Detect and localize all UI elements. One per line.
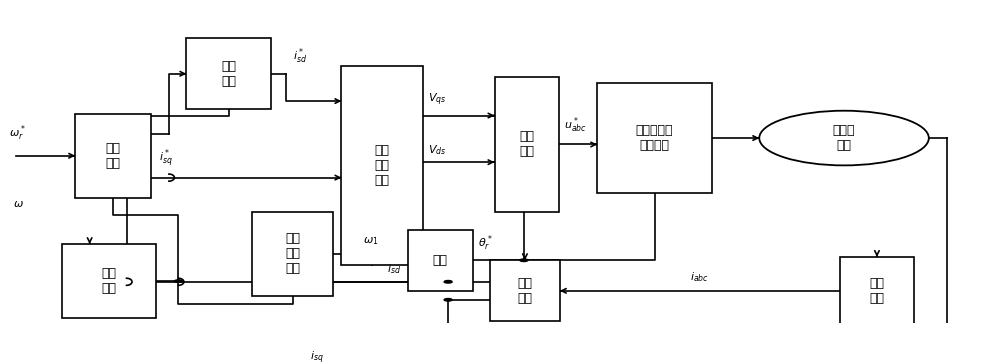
Text: $V_{qs}$: $V_{qs}$ — [428, 92, 447, 108]
FancyBboxPatch shape — [490, 260, 560, 321]
Text: 指令
电压
计算: 指令 电压 计算 — [375, 144, 390, 187]
Text: $i_{abc}$: $i_{abc}$ — [690, 270, 709, 284]
Text: $\omega$: $\omega$ — [13, 199, 24, 209]
Text: 坐标
变换: 坐标 变换 — [519, 130, 534, 158]
Circle shape — [520, 259, 528, 261]
FancyBboxPatch shape — [408, 230, 473, 291]
Text: $i_{sd}^*$: $i_{sd}^*$ — [293, 46, 307, 66]
Text: 脉宽调制及
功率逆变: 脉宽调制及 功率逆变 — [636, 124, 673, 152]
FancyBboxPatch shape — [597, 83, 712, 193]
Circle shape — [444, 298, 452, 301]
FancyBboxPatch shape — [186, 38, 271, 109]
Text: 转速
估算: 转速 估算 — [102, 267, 117, 295]
Text: 磁链
控制: 磁链 控制 — [221, 60, 236, 88]
Text: 积分: 积分 — [433, 254, 448, 267]
FancyBboxPatch shape — [62, 244, 156, 318]
Circle shape — [444, 281, 452, 283]
Text: $V_{ds}$: $V_{ds}$ — [428, 143, 447, 157]
Text: 同步
速度
计算: 同步 速度 计算 — [285, 232, 300, 275]
Text: $u_{abc}^*$: $u_{abc}^*$ — [564, 115, 587, 135]
FancyBboxPatch shape — [840, 257, 914, 325]
Text: $i_{sq}$: $i_{sq}$ — [310, 350, 324, 364]
Circle shape — [759, 111, 929, 165]
Text: 速度
控制: 速度 控制 — [106, 142, 121, 170]
Text: 电流
检测: 电流 检测 — [869, 277, 884, 305]
Text: $\omega_1$: $\omega_1$ — [363, 235, 378, 247]
Text: $\omega_r^*$: $\omega_r^*$ — [9, 123, 26, 143]
Text: 坐标
变换: 坐标 变换 — [517, 277, 532, 305]
Text: $i_{sd}$: $i_{sd}$ — [387, 262, 401, 276]
FancyBboxPatch shape — [252, 212, 333, 296]
Text: $\theta_r^*$: $\theta_r^*$ — [478, 234, 492, 253]
Text: 电机及
负载: 电机及 负载 — [833, 124, 855, 152]
FancyBboxPatch shape — [495, 77, 559, 212]
Text: $i_{sq}^*$: $i_{sq}^*$ — [159, 147, 173, 170]
FancyBboxPatch shape — [75, 114, 151, 198]
Circle shape — [174, 280, 182, 282]
FancyBboxPatch shape — [341, 66, 423, 265]
